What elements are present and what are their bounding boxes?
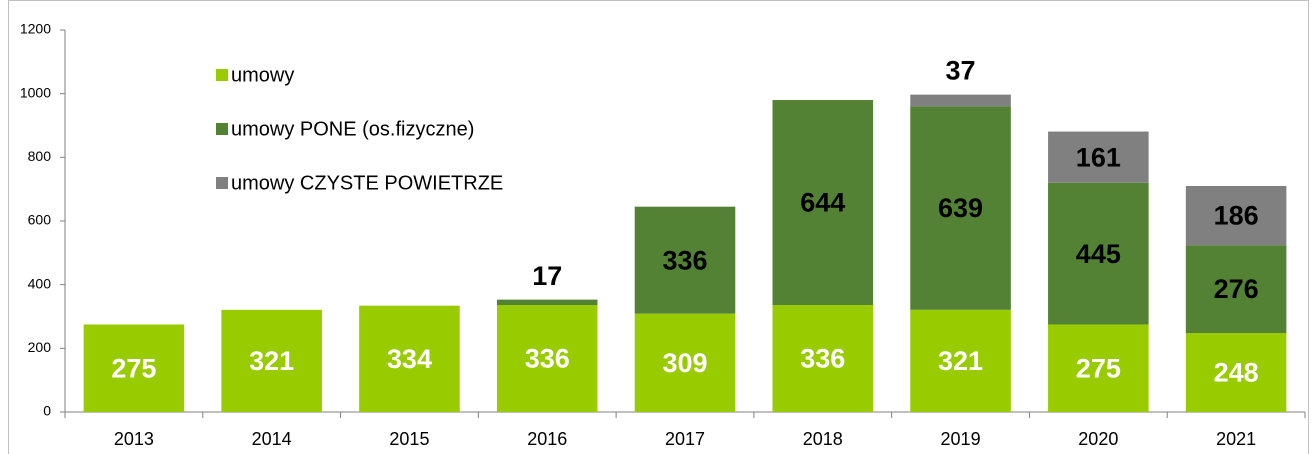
- y-tick-label: 0: [43, 403, 51, 419]
- bar-segment: [221, 309, 322, 412]
- bar-segment: [910, 106, 1011, 310]
- data-label: 445: [1076, 239, 1121, 269]
- legend-swatch: [216, 69, 228, 81]
- data-label: 275: [111, 353, 156, 383]
- data-label: 17: [532, 261, 562, 291]
- chart-frame: [8, 0, 1309, 454]
- data-label: 321: [938, 346, 983, 376]
- data-label: 275: [1076, 353, 1121, 383]
- bar-segment: [496, 299, 598, 306]
- data-label: 336: [525, 344, 570, 374]
- y-tick-label: 600: [28, 212, 52, 228]
- y-tick-label: 200: [28, 339, 52, 355]
- bar-segment: [772, 100, 874, 306]
- bar-segment: [1185, 333, 1287, 412]
- bar-segment: [1185, 185, 1287, 246]
- x-tick-label: 2020: [1078, 429, 1118, 449]
- bar-segment: [634, 206, 736, 314]
- x-tick-label: 2013: [114, 429, 154, 449]
- bar-segment: [496, 305, 598, 412]
- bar-segment: [1048, 131, 1149, 183]
- x-tick-label: 2016: [527, 429, 567, 449]
- data-label: 37: [946, 56, 976, 86]
- y-tick-label: 1000: [20, 84, 51, 100]
- data-label: 276: [1214, 274, 1259, 304]
- bar-segment: [910, 309, 1011, 412]
- data-label: 639: [938, 193, 983, 223]
- legend-label: umowy CZYSTE POWIETRZE: [231, 172, 503, 194]
- bar-segment: [1185, 245, 1287, 334]
- data-label: 334: [387, 344, 432, 374]
- data-label: 336: [662, 245, 707, 275]
- x-tick-label: 2017: [665, 429, 705, 449]
- bar-segment: [1048, 182, 1149, 325]
- x-tick-label: 2021: [1216, 429, 1256, 449]
- legend-swatch: [216, 123, 228, 135]
- data-label: 321: [249, 346, 294, 376]
- y-tick-label: 1200: [20, 21, 51, 37]
- bar-segment: [83, 324, 185, 412]
- data-label: 161: [1076, 142, 1121, 172]
- x-tick-label: 2019: [941, 429, 981, 449]
- data-label: 309: [662, 348, 707, 378]
- data-label: 186: [1214, 201, 1259, 231]
- data-label: 336: [800, 344, 845, 374]
- bar-segment: [1048, 324, 1149, 412]
- bar-segment: [634, 313, 736, 412]
- x-tick-label: 2018: [803, 429, 843, 449]
- bar-segment: [910, 94, 1011, 107]
- bar-segment: [359, 305, 460, 412]
- y-tick-label: 800: [28, 148, 52, 164]
- x-tick-label: 2015: [389, 429, 429, 449]
- y-tick-label: 400: [28, 275, 52, 291]
- legend-label: umowy PONE (os.fizyczne): [231, 118, 474, 140]
- legend-swatch: [216, 177, 228, 189]
- data-label: 248: [1214, 358, 1259, 388]
- bar-segment: [772, 305, 874, 412]
- x-tick-label: 2014: [252, 429, 292, 449]
- legend-label: umowy: [231, 64, 294, 86]
- data-label: 644: [800, 188, 845, 218]
